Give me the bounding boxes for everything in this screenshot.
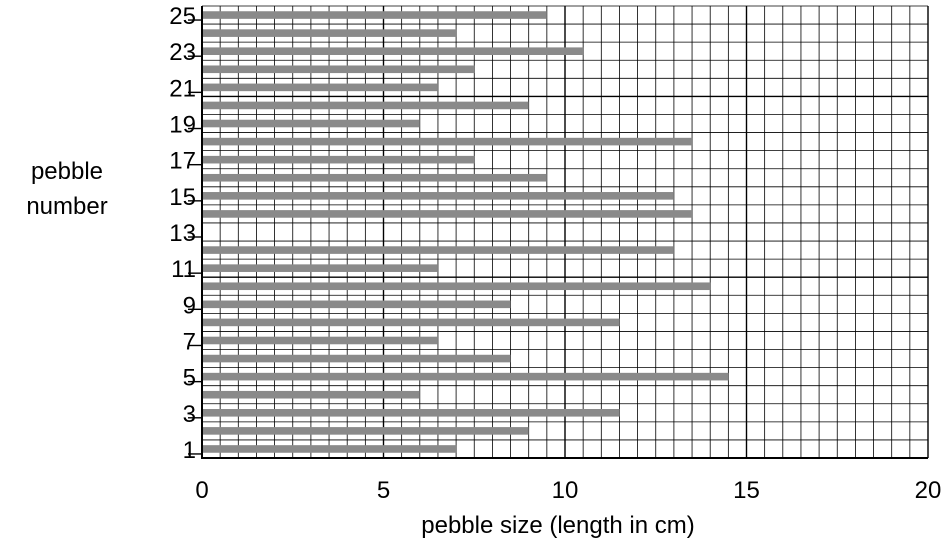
bar-pebble-1 xyxy=(202,445,457,453)
y-tick-label: 1 xyxy=(183,437,196,464)
y-tick-label: 19 xyxy=(169,112,196,139)
bar-pebble-22 xyxy=(202,65,475,74)
x-tick-label: 15 xyxy=(733,477,760,504)
bar-pebble-17 xyxy=(202,155,475,164)
y-tick-label: 9 xyxy=(183,292,196,319)
bar-pebble-18 xyxy=(202,137,693,146)
y-tick-label: 25 xyxy=(169,3,196,30)
x-tick-label: 5 xyxy=(377,477,390,504)
bar-pebble-21 xyxy=(202,83,438,92)
bar-pebble-2 xyxy=(202,427,529,435)
x-tick-labels: 0 5 10 15 20 xyxy=(195,477,941,504)
bar-pebble-6 xyxy=(202,354,511,363)
y-tick-label: 13 xyxy=(169,220,196,247)
x-tick-label: 0 xyxy=(195,477,208,504)
bar-pebble-24 xyxy=(202,29,457,37)
bar-pebble-12 xyxy=(202,246,674,254)
y-tick-label: 3 xyxy=(183,401,196,428)
x-axis-label: pebble size (length in cm) xyxy=(421,512,695,539)
y-tick-label: 11 xyxy=(171,256,196,283)
bar-pebble-20 xyxy=(202,101,529,110)
axes xyxy=(201,6,928,459)
bar-pebble-16 xyxy=(202,173,547,182)
bar-pebble-5 xyxy=(202,372,729,381)
bar-pebble-7 xyxy=(202,336,438,345)
y-tick-label: 21 xyxy=(169,75,196,102)
y-tick-label: 23 xyxy=(169,39,196,66)
bars xyxy=(202,11,729,453)
x-tick-label: 10 xyxy=(552,477,579,504)
bar-pebble-3 xyxy=(202,409,620,417)
bar-pebble-23 xyxy=(202,47,584,55)
bar-pebble-14 xyxy=(202,210,693,218)
y-tick-label: 15 xyxy=(169,184,196,211)
x-tick-label: 20 xyxy=(915,477,942,504)
y-tick-label: 7 xyxy=(183,328,196,355)
bar-pebble-25 xyxy=(202,11,547,19)
bar-pebble-19 xyxy=(202,119,420,128)
bar-pebble-11 xyxy=(202,264,438,272)
y-tick-label: 17 xyxy=(169,148,196,175)
bar-pebble-15 xyxy=(202,192,674,200)
bar-pebble-9 xyxy=(202,300,511,309)
y-tick-label: 5 xyxy=(183,365,196,392)
bar-pebble-4 xyxy=(202,390,420,399)
bar-pebble-10 xyxy=(202,282,711,291)
y-axis-label-line-2: number xyxy=(26,193,108,220)
bar-pebble-8 xyxy=(202,318,620,327)
y-axis-label-line-1: pebble xyxy=(30,158,104,185)
